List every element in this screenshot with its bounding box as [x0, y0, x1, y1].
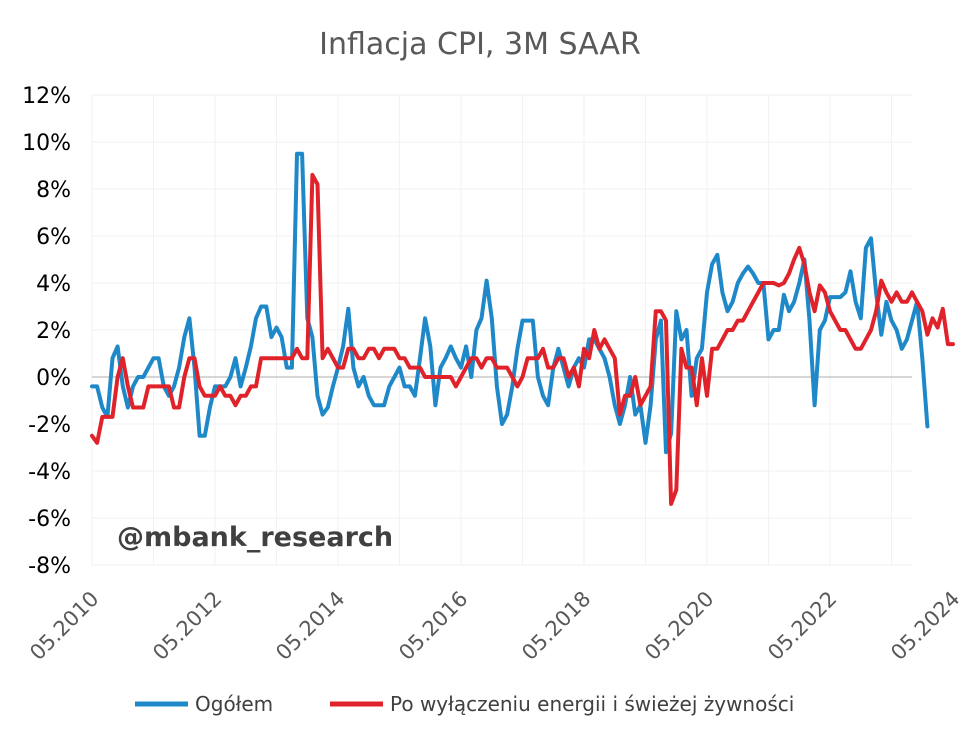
- y-axis-ticks: -8% -6% -4% -2% 0% 2% 4% 6% 8% 10% 12%: [22, 84, 71, 579]
- y-tick-label: 8%: [36, 178, 71, 203]
- x-tick-label: 05.2010: [25, 587, 103, 665]
- y-tick-label: -2%: [28, 413, 71, 438]
- y-tick-label: 0%: [36, 366, 71, 391]
- y-tick-label: 4%: [36, 272, 71, 297]
- series-line-ogolem: [90, 151, 930, 455]
- y-tick-label: -4%: [28, 460, 71, 485]
- watermark: @mbank_research: [117, 522, 393, 553]
- y-tick-label: 10%: [22, 131, 71, 156]
- x-axis-ticks: 05.2010 05.2012 05.2014 05.2016 05.2018 05.20…: [25, 587, 960, 665]
- x-tick-label: 05.2024: [886, 587, 960, 665]
- x-tick-label: 05.2020: [640, 587, 718, 665]
- y-tick-label: 2%: [36, 319, 71, 344]
- gridlines: [91, 94, 912, 566]
- y-tick-label: -6%: [28, 507, 71, 532]
- x-tick-label: 05.2018: [517, 587, 595, 665]
- x-tick-label: 05.2012: [148, 587, 226, 665]
- series-lines: [90, 151, 955, 506]
- legend-label-core: Po wyłączeniu energii i świeżej żywności: [390, 692, 794, 716]
- y-tick-label: 6%: [36, 225, 71, 250]
- x-tick-label: 05.2016: [394, 587, 472, 665]
- x-tick-label: 05.2014: [271, 587, 349, 665]
- legend-label-ogolem: Ogółem: [195, 692, 273, 716]
- x-tick-label: 05.2022: [763, 587, 841, 665]
- chart-title: Inflacja CPI, 3M SAAR: [319, 27, 641, 62]
- y-tick-label: -8%: [28, 554, 71, 579]
- y-tick-label: 12%: [22, 84, 71, 109]
- legend: Ogółem Po wyłączeniu energii i świeżej ż…: [135, 692, 794, 716]
- series-line-core: [90, 172, 955, 506]
